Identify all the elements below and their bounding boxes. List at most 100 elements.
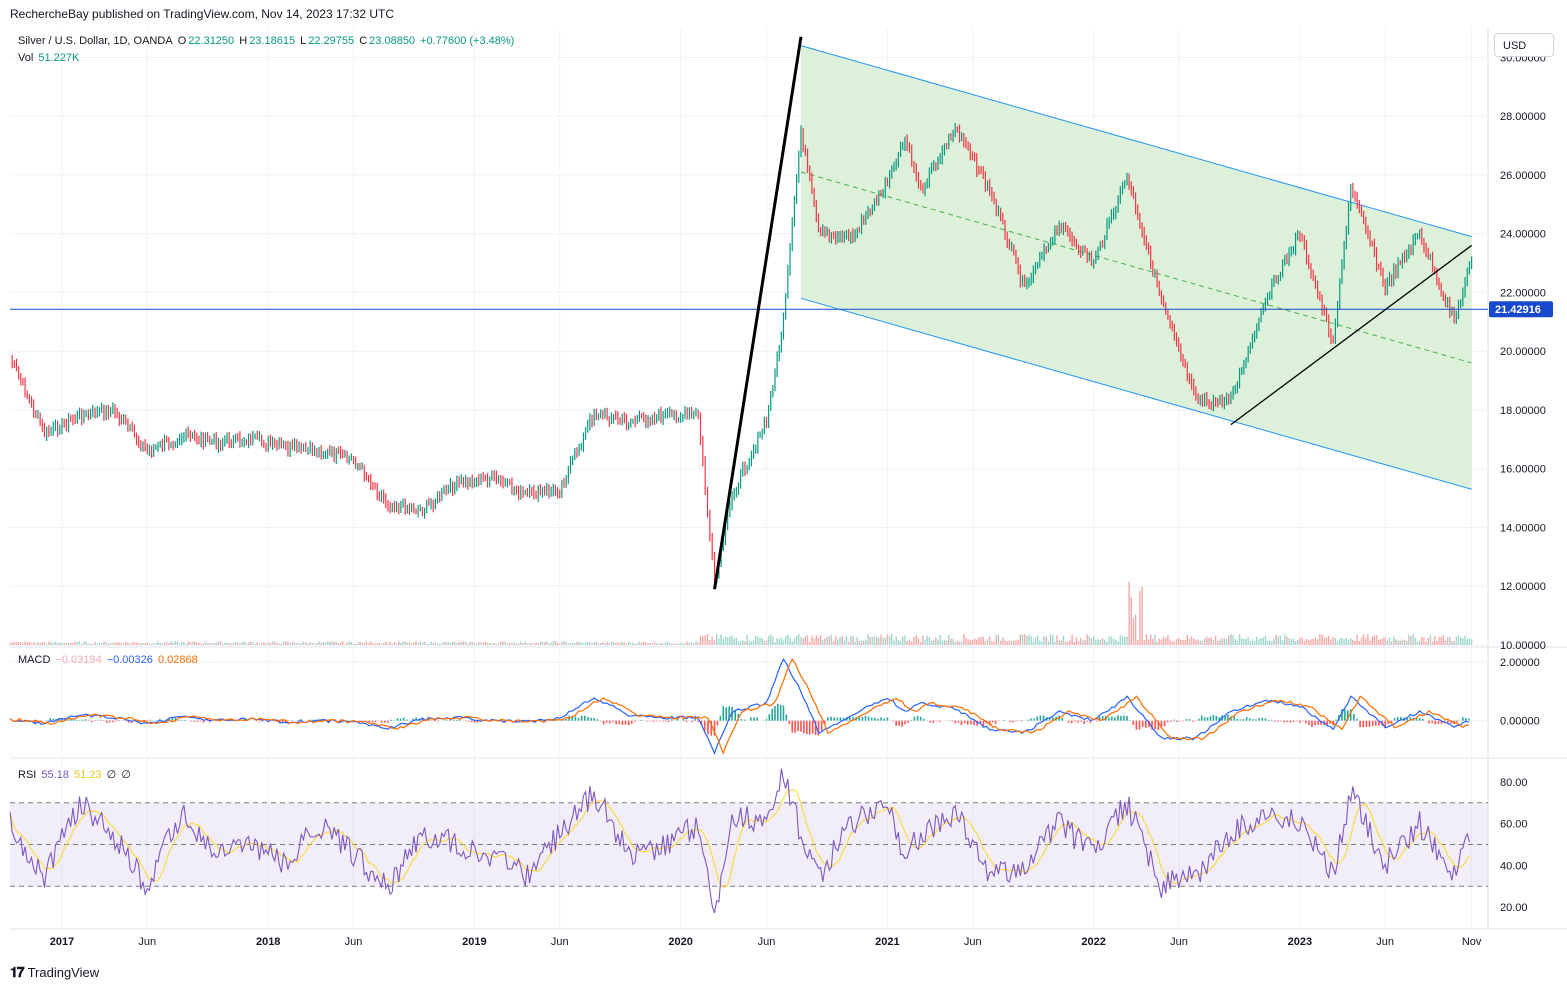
volume-bar xyxy=(370,641,372,645)
volume-bar xyxy=(819,634,822,645)
currency-button[interactable]: USD xyxy=(1494,33,1554,57)
volume-bar xyxy=(854,641,856,645)
macd-signal-line xyxy=(9,658,1469,756)
macd-hist-bar xyxy=(1144,720,1147,728)
volume-bar xyxy=(645,642,647,645)
macd-hist-bar xyxy=(710,720,713,736)
macd-hist-bar xyxy=(1384,720,1386,728)
brand-footer[interactable]: 𝟏𝟕 TradingView xyxy=(10,964,99,981)
macd-hist-bar xyxy=(1224,715,1226,721)
volume-bar xyxy=(1067,641,1069,645)
volume-bar xyxy=(131,642,133,645)
volume-bar xyxy=(1238,634,1241,645)
macd-hist-bar xyxy=(473,720,476,723)
volume-bar xyxy=(1286,636,1288,645)
volume-bar xyxy=(209,642,211,645)
macd-hist-bar xyxy=(1135,720,1138,730)
volume-bar xyxy=(153,643,155,645)
macd-hist-bar xyxy=(874,717,876,721)
volume-bar xyxy=(911,641,913,645)
volume-bar xyxy=(59,642,61,645)
macd-hist-bar xyxy=(740,719,743,721)
macd-hist-bar xyxy=(1098,716,1101,721)
macd-hist-bar xyxy=(707,720,709,735)
macd-hist-bar xyxy=(1095,720,1098,722)
volume-bar xyxy=(548,643,550,645)
macd-hist-bar xyxy=(180,720,183,721)
volume-bar xyxy=(486,642,489,645)
volume-bar xyxy=(1273,638,1275,645)
macd-hist-bar xyxy=(1120,715,1122,721)
regression-channel-fill xyxy=(800,45,1472,490)
macd-label[interactable]: MACD xyxy=(18,654,51,666)
volume-bar xyxy=(142,642,144,645)
volume-bar xyxy=(1036,635,1039,645)
volume-bar xyxy=(410,643,413,645)
macd-hist-bar xyxy=(982,720,985,727)
volume-bar xyxy=(185,643,187,645)
volume-bar xyxy=(795,635,798,645)
volume-bar xyxy=(759,638,761,645)
macd-hist-bar xyxy=(577,718,580,721)
macd-hist-bar xyxy=(1074,720,1076,722)
macd-hist-bar xyxy=(833,717,835,721)
volume-bar xyxy=(729,636,731,645)
macd-hist-bar xyxy=(954,720,957,724)
macd-hist-bar xyxy=(49,718,52,721)
volume-bar xyxy=(733,638,735,645)
macd-hist-bar xyxy=(1462,717,1464,721)
volume-bar xyxy=(378,642,381,645)
volume-bar xyxy=(129,643,131,645)
volume-bar xyxy=(695,641,697,645)
volume-bar xyxy=(354,643,357,645)
volume-bar xyxy=(826,636,828,645)
volume-bar xyxy=(1082,639,1084,645)
macd-hist-bar xyxy=(421,718,424,721)
macd-hist-bar xyxy=(605,720,608,723)
symbol-title[interactable]: Silver / U.S. Dollar, 1D, OANDA xyxy=(18,35,173,47)
volume-bar xyxy=(133,642,136,645)
macd-hist-bar xyxy=(836,717,839,721)
volume-bar xyxy=(767,635,770,645)
volume-bar xyxy=(333,641,335,645)
volume-bar xyxy=(986,639,989,645)
macd-hist-bar xyxy=(599,720,602,722)
volume-bar xyxy=(234,642,237,645)
volume-bar xyxy=(1251,639,1254,645)
volume-bar xyxy=(828,635,830,645)
channel-lower-line xyxy=(800,297,1472,490)
volume-bar xyxy=(309,641,311,645)
macd-line-value: −0.00326 xyxy=(106,654,153,666)
rsi-label[interactable]: RSI xyxy=(18,769,37,781)
volume-bar xyxy=(945,640,948,645)
volume-bar xyxy=(556,642,559,645)
volume-bar xyxy=(45,643,48,645)
volume-bar xyxy=(591,643,593,645)
volume-bar xyxy=(1414,637,1417,645)
macd-hist-bar xyxy=(193,720,196,722)
volume-bar xyxy=(702,636,704,645)
volume-bar xyxy=(789,638,791,645)
volume-bar xyxy=(531,643,533,645)
macd-hist-bar xyxy=(1148,720,1150,728)
volume-bar xyxy=(793,638,796,645)
volume-bar xyxy=(1060,640,1063,645)
volume-bar xyxy=(70,642,72,645)
volume-bar xyxy=(318,641,320,645)
volume-bar xyxy=(1075,637,1078,645)
volume-bar xyxy=(720,634,722,645)
macd-tick-label: 2.00000 xyxy=(1500,657,1540,669)
vol-label[interactable]: Vol xyxy=(18,52,34,64)
macd-hist-bar xyxy=(390,719,392,721)
macd-hist-bar xyxy=(1176,720,1178,722)
macd-hist-bar xyxy=(904,720,906,725)
volume-bar xyxy=(1221,638,1223,645)
volume-bar xyxy=(1236,640,1239,645)
macd-hist-bar xyxy=(970,720,972,725)
volume-bar xyxy=(924,639,926,645)
volume-bar xyxy=(922,635,924,645)
volume-bar xyxy=(305,642,307,645)
volume-bar xyxy=(571,642,574,645)
volume-bar xyxy=(726,637,729,645)
